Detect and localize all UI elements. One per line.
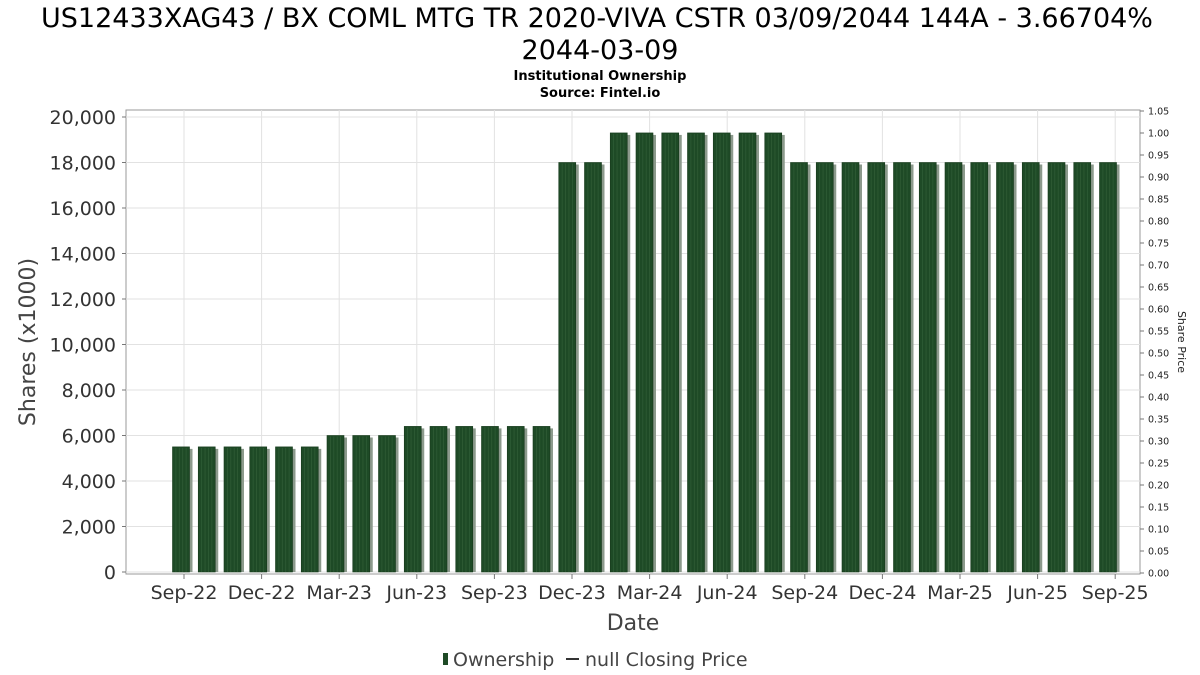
x-tick-label: Dec-24 bbox=[848, 582, 916, 604]
y2-tick-label: 0.90 bbox=[1148, 173, 1169, 184]
legend-ownership-swatch bbox=[443, 653, 448, 665]
x-tick-label: Sep-25 bbox=[1082, 582, 1149, 604]
legend-ownership-label: Ownership bbox=[453, 649, 554, 671]
ownership-bar bbox=[609, 132, 628, 573]
y2-tick-label: 0.50 bbox=[1148, 349, 1169, 360]
y2-tick-label: 0.10 bbox=[1148, 525, 1169, 536]
y2-tick-label: 0.55 bbox=[1148, 327, 1169, 338]
y2-tick-label: 0.60 bbox=[1148, 305, 1169, 316]
ownership-bar bbox=[378, 435, 396, 573]
y-tick-label: 16,000 bbox=[50, 198, 116, 220]
chart-title-line2: 2044-03-09 bbox=[522, 35, 679, 66]
ownership-bar bbox=[558, 162, 577, 573]
y2-tick-label: 0.95 bbox=[1148, 151, 1169, 162]
ownership-bar bbox=[1047, 162, 1066, 573]
y-tick-label: 18,000 bbox=[50, 153, 116, 175]
ownership-bar bbox=[738, 132, 757, 573]
y2-tick-label: 0.25 bbox=[1148, 459, 1169, 470]
y2-axis-label: Share Price bbox=[1175, 311, 1188, 373]
ownership-bar bbox=[481, 426, 499, 573]
y2-tick-label: 0.45 bbox=[1148, 371, 1169, 382]
ownership-bar bbox=[326, 435, 345, 573]
y-tick-label: 4,000 bbox=[62, 471, 116, 493]
y2-tick-label: 0.30 bbox=[1148, 437, 1169, 448]
ownership-bar bbox=[918, 162, 937, 573]
ownership-bar bbox=[1099, 162, 1117, 573]
x-tick-label: Sep-22 bbox=[151, 582, 218, 604]
x-tick-label: Dec-23 bbox=[538, 582, 606, 604]
ownership-bar bbox=[841, 162, 860, 573]
y2-tick-label: 0.35 bbox=[1148, 415, 1169, 426]
y2-tick-label: 0.05 bbox=[1148, 547, 1169, 558]
x-tick-label: Mar-25 bbox=[927, 582, 993, 604]
x-axis-label: Date bbox=[607, 611, 660, 636]
legend-price-label: null Closing Price bbox=[585, 649, 748, 671]
y2-tick-label: 0.20 bbox=[1148, 481, 1169, 492]
ownership-bar bbox=[1073, 162, 1092, 573]
legend: Ownership null Closing Price bbox=[443, 649, 748, 671]
ownership-bar bbox=[893, 162, 911, 573]
y-axis-label: Shares (x1000) bbox=[16, 258, 41, 426]
ownership-bar bbox=[1021, 162, 1040, 573]
ownership-bar bbox=[687, 132, 705, 573]
ownership-bar bbox=[429, 426, 448, 573]
chart-source: Source: Fintel.io bbox=[540, 86, 661, 101]
x-tick-label: Dec-22 bbox=[228, 582, 296, 604]
ownership-bar bbox=[455, 426, 474, 573]
x-tick-label: Mar-23 bbox=[306, 582, 372, 604]
y2-tick-label: 1.05 bbox=[1148, 107, 1169, 118]
ownership-bar bbox=[764, 132, 783, 573]
chart-subtitle: Institutional Ownership bbox=[514, 69, 687, 84]
y2-tick-label: 0.85 bbox=[1148, 195, 1169, 206]
ownership-bar bbox=[223, 446, 242, 573]
ownership-bar bbox=[506, 426, 525, 573]
x-tick-label: Jun-25 bbox=[1006, 582, 1068, 604]
y2-tick-label: 1.00 bbox=[1148, 129, 1169, 140]
x-tick-label: Sep-24 bbox=[771, 582, 838, 604]
ownership-bar bbox=[996, 162, 1014, 573]
y2-tick-label: 0.65 bbox=[1148, 283, 1169, 294]
ownership-bar bbox=[172, 446, 190, 573]
y-tick-label: 2,000 bbox=[62, 517, 116, 539]
ownership-bars bbox=[172, 132, 1120, 573]
y2-tick-label: 0.40 bbox=[1148, 393, 1169, 404]
y2-tick-label: 0.75 bbox=[1148, 239, 1169, 250]
ownership-bar bbox=[275, 446, 293, 573]
ownership-bar bbox=[815, 162, 834, 573]
y-tick-label: 14,000 bbox=[50, 244, 116, 266]
x-axis-ticks: Sep-22 Dec-22 Mar-23 Jun-23 Sep-23 Dec-23 Mar-… bbox=[151, 574, 1149, 604]
ownership-bar bbox=[532, 426, 551, 573]
y-tick-label: 20,000 bbox=[50, 107, 116, 129]
y2-axis-ticks: 0.00 0.05 0.10 0.15 0.20 0.25 0.30 0.35 0.40 0.45… bbox=[1140, 107, 1169, 580]
chart-title-line1: US12433XAG43 / BX COML MTG TR 2020-VIVA … bbox=[41, 3, 1153, 34]
y-axis-ticks: 0 2,000 4,000 6,000 8,000 10,000 12,000 14,000 1… bbox=[50, 107, 126, 584]
x-tick-label: Sep-23 bbox=[461, 582, 528, 604]
x-tick-label: Mar-24 bbox=[617, 582, 683, 604]
ownership-bar bbox=[635, 132, 654, 573]
y2-tick-label: 0.80 bbox=[1148, 217, 1169, 228]
y2-tick-label: 0.70 bbox=[1148, 261, 1169, 272]
ownership-bar bbox=[661, 132, 680, 573]
ownership-bar bbox=[712, 132, 731, 573]
ownership-bar bbox=[970, 162, 989, 573]
ownership-bar bbox=[584, 162, 602, 573]
ownership-bar bbox=[944, 162, 963, 573]
ownership-bar bbox=[249, 446, 268, 573]
ownership-bar bbox=[352, 435, 371, 573]
y-tick-label: 8,000 bbox=[62, 380, 116, 402]
y-tick-label: 6,000 bbox=[62, 426, 116, 448]
x-tick-label: Jun-24 bbox=[696, 582, 758, 604]
ownership-bar bbox=[300, 446, 319, 573]
y-tick-label: 0 bbox=[104, 562, 116, 584]
y-tick-label: 10,000 bbox=[50, 335, 116, 357]
ownership-bar bbox=[790, 162, 808, 573]
y2-tick-label: 0.15 bbox=[1148, 503, 1169, 514]
ownership-bar bbox=[403, 426, 422, 573]
x-tick-label: Jun-23 bbox=[385, 582, 447, 604]
y-tick-label: 12,000 bbox=[50, 289, 116, 311]
ownership-bar bbox=[867, 162, 886, 573]
y2-tick-label: 0.00 bbox=[1148, 569, 1169, 580]
ownership-bar bbox=[197, 446, 216, 573]
